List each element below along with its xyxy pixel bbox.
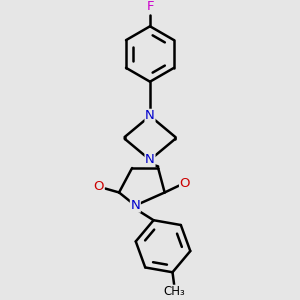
Text: N: N: [130, 199, 140, 212]
Text: N: N: [145, 153, 155, 167]
Text: O: O: [180, 177, 190, 190]
Text: O: O: [94, 180, 104, 193]
Text: F: F: [146, 0, 154, 13]
Text: N: N: [145, 110, 155, 122]
Text: CH₃: CH₃: [163, 285, 185, 298]
